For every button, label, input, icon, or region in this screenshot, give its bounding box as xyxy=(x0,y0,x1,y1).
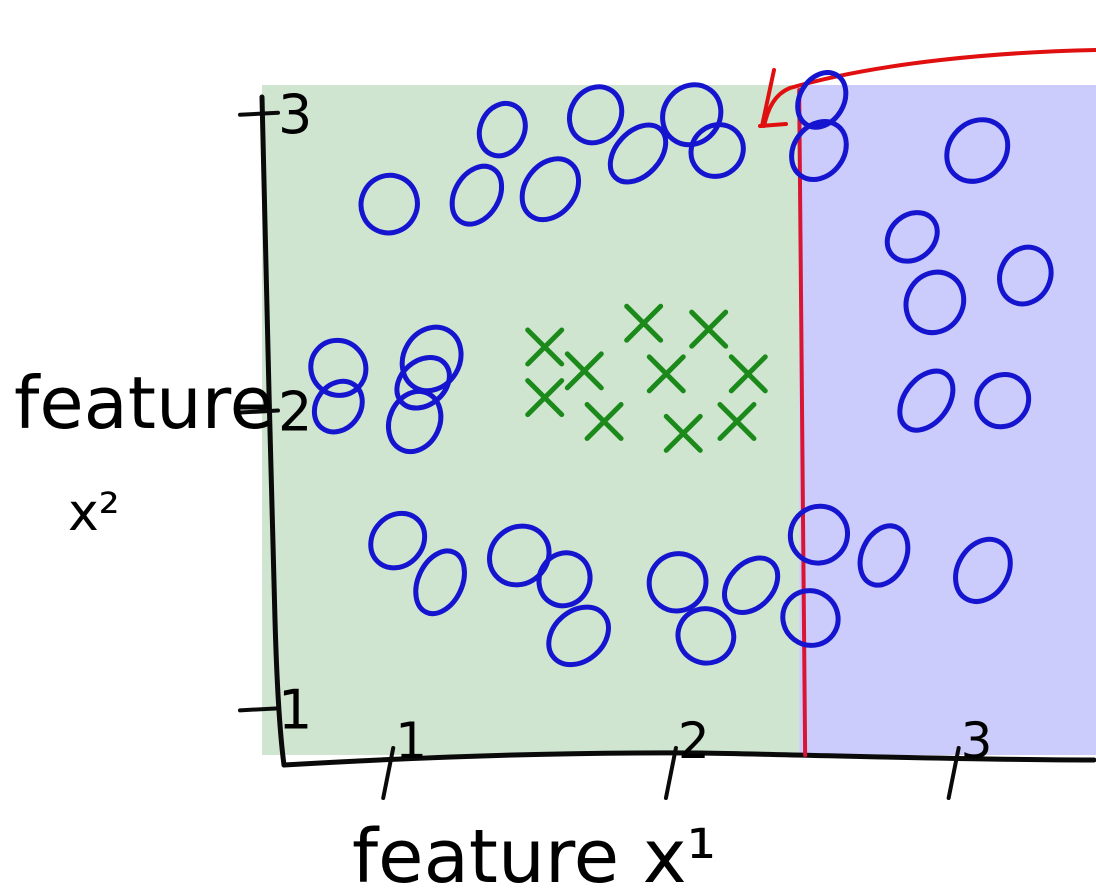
circle-point-30 xyxy=(857,523,911,588)
circle-point-26 xyxy=(903,269,967,336)
circle-point-24 xyxy=(884,210,940,264)
annotation-arrow xyxy=(762,48,1096,128)
circle-point-7 xyxy=(519,156,582,223)
cross-point-1 xyxy=(624,303,664,343)
circle-point-31 xyxy=(953,536,1013,604)
class-region-0 xyxy=(262,85,800,755)
circle-point-20 xyxy=(675,606,737,666)
y-axis-label: feature xyxy=(14,361,274,445)
x-tick-label-0: 1 xyxy=(395,712,427,770)
axis-tick-labels: 1 2 3 1 2 3 xyxy=(278,83,992,770)
circle-point-2 xyxy=(660,82,724,148)
circle-point-25 xyxy=(997,244,1054,307)
y-axis-line xyxy=(259,94,287,768)
y-axis-label-sub: x² xyxy=(68,483,120,543)
circle-point-28 xyxy=(974,372,1032,430)
axis-ticks xyxy=(238,110,961,800)
cross-point-3 xyxy=(564,351,604,391)
circle-point-18 xyxy=(722,555,781,615)
circle-point-29 xyxy=(787,503,851,566)
circle-point-22 xyxy=(789,119,849,182)
circle-point-5 xyxy=(358,172,420,236)
series-circles xyxy=(308,70,1054,668)
circle-point-0 xyxy=(476,100,528,159)
series-crosses xyxy=(525,303,768,453)
x-tick-1 xyxy=(663,746,678,800)
x-tick-0 xyxy=(381,746,396,800)
cross-point-2 xyxy=(689,309,729,349)
x-tick-label-2: 3 xyxy=(961,712,993,770)
cross-point-5 xyxy=(728,354,768,394)
class-regions xyxy=(262,85,1096,755)
circle-point-12 xyxy=(311,378,365,435)
x-axis-line xyxy=(281,750,1096,768)
circle-point-17 xyxy=(646,551,709,614)
y-tick-label-2: 3 xyxy=(278,83,312,146)
circle-point-4 xyxy=(688,122,746,179)
x-tick-label-1: 2 xyxy=(678,712,710,770)
x-axis-label: feature x¹ xyxy=(352,814,716,891)
circle-point-3 xyxy=(607,122,669,185)
class-region-1 xyxy=(799,85,1096,755)
circle-point-6 xyxy=(449,163,505,227)
cross-point-9 xyxy=(663,413,703,453)
y-tick-1 xyxy=(238,408,280,415)
circle-point-10 xyxy=(385,388,444,455)
y-tick-label-1: 2 xyxy=(278,381,312,444)
circle-point-13 xyxy=(368,510,428,571)
y-tick-2 xyxy=(238,110,280,117)
circle-point-15 xyxy=(413,548,467,617)
circle-point-32 xyxy=(780,588,841,648)
circle-point-11 xyxy=(399,324,464,394)
y-tick-label-0: 1 xyxy=(278,678,312,741)
cross-point-0 xyxy=(525,327,565,367)
cross-point-7 xyxy=(584,401,624,441)
annotation-arrowhead xyxy=(758,68,788,128)
cross-point-4 xyxy=(646,354,686,394)
circle-point-27 xyxy=(897,368,956,433)
y-tick-0 xyxy=(238,706,280,713)
x-tick-2 xyxy=(946,746,961,800)
circle-point-19 xyxy=(546,604,611,668)
cross-point-8 xyxy=(717,401,757,441)
cross-point-6 xyxy=(525,378,565,418)
circle-point-1 xyxy=(566,84,625,146)
circle-point-23 xyxy=(944,117,1011,184)
circle-point-16 xyxy=(536,550,593,609)
